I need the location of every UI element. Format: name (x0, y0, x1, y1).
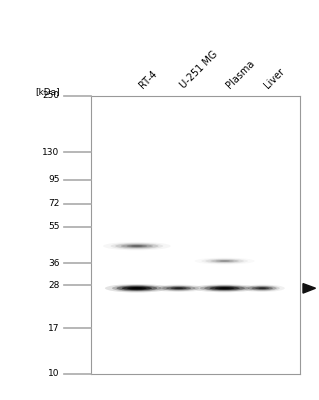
Ellipse shape (171, 287, 187, 289)
Ellipse shape (204, 286, 245, 291)
Ellipse shape (127, 287, 147, 290)
Text: 17: 17 (48, 324, 60, 333)
Ellipse shape (215, 260, 234, 262)
Ellipse shape (116, 286, 157, 291)
Ellipse shape (112, 285, 162, 292)
Text: Liver: Liver (262, 66, 286, 90)
Ellipse shape (211, 260, 239, 262)
Ellipse shape (174, 288, 183, 289)
Ellipse shape (111, 243, 163, 250)
Ellipse shape (152, 284, 205, 292)
Ellipse shape (115, 244, 159, 249)
Text: 36: 36 (48, 259, 60, 268)
Ellipse shape (131, 288, 142, 289)
Ellipse shape (245, 285, 280, 291)
Text: 95: 95 (48, 175, 60, 184)
Ellipse shape (166, 286, 191, 290)
Ellipse shape (200, 285, 249, 292)
Ellipse shape (240, 284, 285, 292)
Polygon shape (303, 284, 315, 293)
Text: 72: 72 (48, 199, 60, 208)
Ellipse shape (127, 245, 147, 247)
Text: 55: 55 (48, 222, 60, 231)
Ellipse shape (219, 260, 230, 262)
Ellipse shape (255, 287, 269, 289)
Ellipse shape (121, 244, 153, 248)
Text: 130: 130 (42, 148, 60, 157)
Ellipse shape (131, 245, 143, 247)
Text: U-251 MG: U-251 MG (179, 49, 220, 90)
Ellipse shape (215, 287, 234, 289)
Ellipse shape (122, 286, 152, 290)
Ellipse shape (210, 286, 240, 290)
Text: 250: 250 (42, 92, 60, 100)
Ellipse shape (105, 284, 169, 292)
Ellipse shape (162, 286, 196, 290)
Ellipse shape (158, 285, 199, 291)
Text: Plasma: Plasma (225, 58, 257, 90)
Ellipse shape (193, 284, 256, 292)
Text: RT-4: RT-4 (137, 69, 159, 90)
Ellipse shape (205, 259, 244, 263)
Ellipse shape (258, 288, 266, 289)
Ellipse shape (248, 286, 277, 290)
Ellipse shape (252, 286, 273, 290)
Text: [kDa]: [kDa] (35, 87, 60, 96)
Text: 28: 28 (48, 280, 60, 290)
Text: 10: 10 (48, 370, 60, 378)
Ellipse shape (219, 288, 230, 289)
